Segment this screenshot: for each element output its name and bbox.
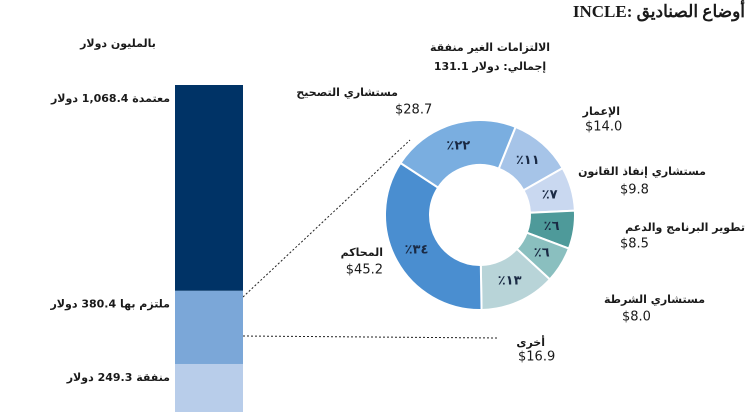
- value-label: $14.0: [585, 120, 622, 135]
- percent-label: ٪٣٤: [405, 243, 429, 258]
- value-label: $8.0: [622, 310, 651, 325]
- percent-label: ٪١٣: [498, 274, 522, 289]
- category-label: مستشاري التصحيح: [296, 86, 398, 99]
- donut-title: الالتزامات الغير منفقة: [430, 41, 550, 54]
- connector: [242, 335, 498, 339]
- value-label: $16.9: [518, 350, 555, 365]
- category-label: مستشاري الشرطة: [604, 293, 705, 306]
- donut-segment: [384, 161, 483, 311]
- unit-label: بالمليون دولار: [79, 37, 156, 50]
- category-label: المحاكم: [341, 246, 383, 259]
- value-label: $9.8: [620, 183, 649, 198]
- category-label: تطوير البرنامج والدعم: [625, 221, 745, 234]
- bar-segment: [175, 363, 243, 412]
- bar-label: معتمدة 1,068.4 دولار: [50, 92, 170, 105]
- percent-label: ٪١١: [516, 153, 540, 168]
- bar-label: ملتزم بها 380.4 دولار: [49, 298, 170, 311]
- value-label: $8.5: [620, 237, 649, 252]
- donut-segment: [399, 119, 517, 190]
- bar-segment: [175, 290, 243, 364]
- category-label: أخرى: [516, 335, 545, 349]
- value-label: $28.7: [395, 103, 432, 118]
- value-label: $45.2: [346, 263, 383, 278]
- percent-label: ٪٧: [542, 187, 558, 202]
- bar-label: منفقة 249.3 دولار: [66, 371, 170, 384]
- percent-label: ٪٢٢: [446, 138, 470, 153]
- donut-subtitle: إجمالي: دولار 131.1: [434, 60, 546, 73]
- bar-segment: [175, 85, 243, 291]
- percent-label: ٪٦: [534, 246, 550, 261]
- percent-label: ٪٦: [544, 219, 560, 234]
- category-label: الإعمار: [582, 105, 620, 118]
- category-label: مستشاري إنفاذ القانون: [578, 165, 706, 178]
- page-title: INCLE: أوضاع الصناديق: [573, 0, 745, 22]
